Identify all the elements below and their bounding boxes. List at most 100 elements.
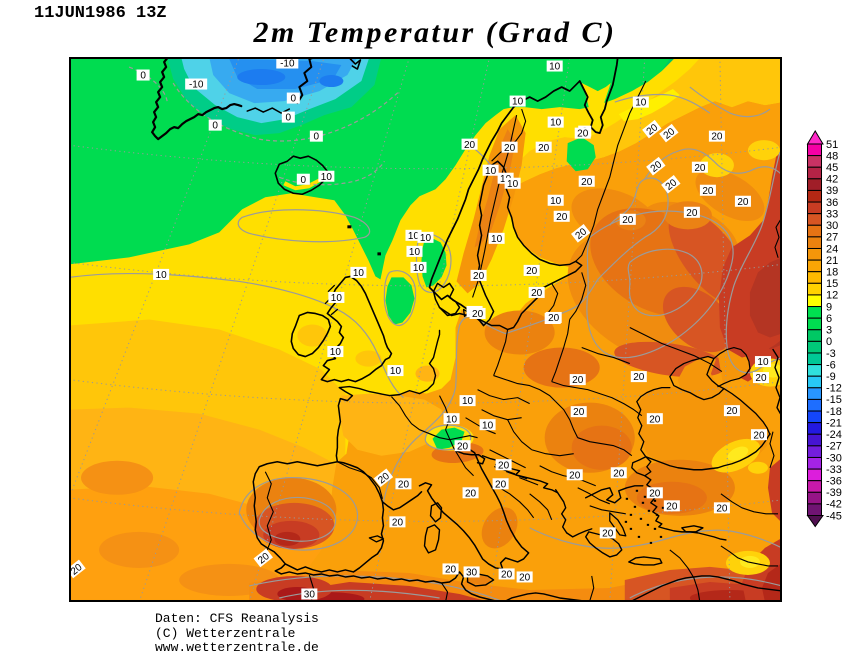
svg-text:20: 20 xyxy=(457,441,469,452)
svg-text:-42: -42 xyxy=(826,499,842,511)
svg-text:20: 20 xyxy=(726,406,738,417)
svg-text:10: 10 xyxy=(353,268,365,279)
svg-text:48: 48 xyxy=(826,150,838,162)
svg-text:-33: -33 xyxy=(826,464,842,476)
svg-text:0: 0 xyxy=(314,132,320,143)
svg-text:-18: -18 xyxy=(826,406,842,418)
svg-text:51: 51 xyxy=(826,139,838,151)
svg-text:12: 12 xyxy=(826,290,838,302)
svg-text:20: 20 xyxy=(602,528,614,539)
svg-text:20: 20 xyxy=(755,373,767,384)
svg-text:3: 3 xyxy=(826,325,832,337)
svg-text:10: 10 xyxy=(390,366,402,377)
svg-text:-21: -21 xyxy=(826,417,842,429)
svg-text:0: 0 xyxy=(291,94,297,105)
svg-text:20: 20 xyxy=(556,212,568,223)
svg-text:39: 39 xyxy=(826,185,838,197)
svg-text:20: 20 xyxy=(472,309,484,320)
svg-text:20: 20 xyxy=(398,479,410,490)
svg-text:20: 20 xyxy=(737,197,749,208)
svg-text:10: 10 xyxy=(550,118,562,129)
svg-text:20: 20 xyxy=(498,460,510,471)
svg-text:20: 20 xyxy=(526,266,538,277)
svg-text:20: 20 xyxy=(716,503,728,514)
svg-text:10: 10 xyxy=(512,97,524,108)
svg-text:10: 10 xyxy=(413,263,425,274)
svg-text:20: 20 xyxy=(686,208,698,219)
svg-text:33: 33 xyxy=(826,208,838,220)
svg-text:20: 20 xyxy=(649,488,661,499)
svg-text:20: 20 xyxy=(504,143,516,154)
svg-text:20: 20 xyxy=(573,407,585,418)
svg-text:20: 20 xyxy=(538,143,550,154)
svg-text:21: 21 xyxy=(826,255,838,267)
svg-text:20: 20 xyxy=(392,517,404,528)
svg-text:20: 20 xyxy=(465,488,477,499)
svg-text:30: 30 xyxy=(304,590,316,601)
svg-text:6: 6 xyxy=(826,313,832,325)
svg-text:10: 10 xyxy=(507,179,519,190)
svg-text:42: 42 xyxy=(826,174,838,186)
svg-text:18: 18 xyxy=(826,267,838,279)
svg-text:10: 10 xyxy=(330,347,342,358)
svg-text:-36: -36 xyxy=(826,475,842,487)
svg-text:20: 20 xyxy=(694,163,706,174)
svg-text:10: 10 xyxy=(550,196,562,207)
svg-text:20: 20 xyxy=(649,414,661,425)
svg-text:10: 10 xyxy=(482,420,494,431)
svg-text:10: 10 xyxy=(549,62,561,73)
svg-text:-15: -15 xyxy=(826,394,842,406)
svg-text:-12: -12 xyxy=(826,383,842,395)
svg-text:10: 10 xyxy=(446,414,458,425)
svg-text:-45: -45 xyxy=(826,510,842,522)
svg-text:27: 27 xyxy=(826,232,838,244)
svg-text:20: 20 xyxy=(495,479,507,490)
svg-text:-39: -39 xyxy=(826,487,842,499)
svg-text:-3: -3 xyxy=(826,348,836,360)
svg-text:10: 10 xyxy=(156,270,168,281)
svg-text:10: 10 xyxy=(409,247,421,258)
svg-text:20: 20 xyxy=(501,570,513,581)
svg-text:-9: -9 xyxy=(826,371,836,383)
svg-text:45: 45 xyxy=(826,162,838,174)
svg-text:15: 15 xyxy=(826,278,838,290)
svg-text:20: 20 xyxy=(613,468,625,479)
svg-text:10: 10 xyxy=(757,357,769,368)
svg-text:30: 30 xyxy=(466,568,478,579)
svg-text:20: 20 xyxy=(445,565,457,576)
svg-text:9: 9 xyxy=(826,301,832,313)
svg-text:24: 24 xyxy=(826,243,838,255)
svg-text:20: 20 xyxy=(548,313,560,324)
svg-text:10: 10 xyxy=(485,166,497,177)
svg-text:20: 20 xyxy=(711,132,723,143)
svg-text:20: 20 xyxy=(473,271,485,282)
svg-text:30: 30 xyxy=(826,220,838,232)
svg-text:20: 20 xyxy=(464,140,476,151)
svg-text:20: 20 xyxy=(581,177,593,188)
svg-text:10: 10 xyxy=(635,98,647,109)
svg-text:-10: -10 xyxy=(280,59,295,70)
svg-text:0: 0 xyxy=(301,175,307,186)
svg-text:20: 20 xyxy=(666,501,678,512)
svg-text:20: 20 xyxy=(702,186,714,197)
svg-text:10: 10 xyxy=(408,231,420,242)
svg-text:-24: -24 xyxy=(826,429,842,441)
svg-text:-27: -27 xyxy=(826,441,842,453)
svg-text:-6: -6 xyxy=(826,359,836,371)
svg-text:36: 36 xyxy=(826,197,838,209)
svg-text:20: 20 xyxy=(569,470,581,481)
svg-text:10: 10 xyxy=(462,396,474,407)
svg-text:20: 20 xyxy=(577,129,589,140)
svg-text:20: 20 xyxy=(519,573,531,584)
svg-text:20: 20 xyxy=(753,430,765,441)
svg-text:20: 20 xyxy=(572,375,584,386)
svg-text:20: 20 xyxy=(633,372,645,383)
svg-text:20: 20 xyxy=(531,288,543,299)
svg-text:10: 10 xyxy=(420,233,432,244)
svg-text:0: 0 xyxy=(212,121,218,132)
svg-text:0: 0 xyxy=(826,336,832,348)
svg-text:10: 10 xyxy=(331,293,343,304)
svg-text:10: 10 xyxy=(321,172,333,183)
svg-text:0: 0 xyxy=(286,113,292,124)
svg-text:-10: -10 xyxy=(189,80,204,91)
